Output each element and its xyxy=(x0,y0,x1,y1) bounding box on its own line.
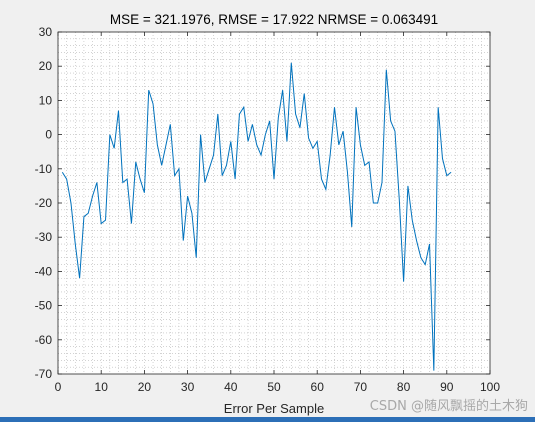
y-tick-labels: 30 20 10 0 -10 -20 -30 -40 -50 -60 -70 xyxy=(35,25,53,381)
y-tick-label: 0 xyxy=(45,128,52,142)
y-tick-label: -20 xyxy=(35,196,53,210)
y-tick-label: -60 xyxy=(35,333,53,347)
x-tick-label: 50 xyxy=(267,380,281,394)
y-tick-label: 10 xyxy=(39,93,53,107)
grid xyxy=(58,32,490,374)
y-tick-label: 30 xyxy=(39,25,53,39)
x-tick-label: 90 xyxy=(440,380,454,394)
x-tick-label: 10 xyxy=(95,380,109,394)
window-bottom-border xyxy=(0,417,535,422)
axis-ticks xyxy=(57,31,491,375)
x-tick-label: 70 xyxy=(354,380,368,394)
chart-title: MSE = 321.1976, RMSE = 17.922 NRMSE = 0.… xyxy=(110,12,438,27)
x-tick-label: 60 xyxy=(311,380,325,394)
y-tick-label: 20 xyxy=(39,59,53,73)
x-axis-label: Error Per Sample xyxy=(224,401,324,416)
x-tick-label: 100 xyxy=(480,380,500,394)
x-tick-label: 0 xyxy=(55,380,62,394)
x-tick-label: 20 xyxy=(138,380,152,394)
watermark: CSDN @随风飘摇的土木狗 xyxy=(370,398,528,414)
y-tick-label: -10 xyxy=(35,162,53,176)
x-tick-label: 80 xyxy=(397,380,411,394)
y-tick-label: -50 xyxy=(35,299,53,313)
y-tick-label: -40 xyxy=(35,264,53,278)
x-tick-label: 40 xyxy=(224,380,238,394)
y-tick-label: -30 xyxy=(35,230,53,244)
data-series-line xyxy=(61,62,452,371)
x-tick-labels: 0 10 20 30 40 50 60 70 80 90 100 xyxy=(55,380,501,394)
y-tick-label: -70 xyxy=(35,367,53,381)
x-tick-label: 30 xyxy=(181,380,195,394)
